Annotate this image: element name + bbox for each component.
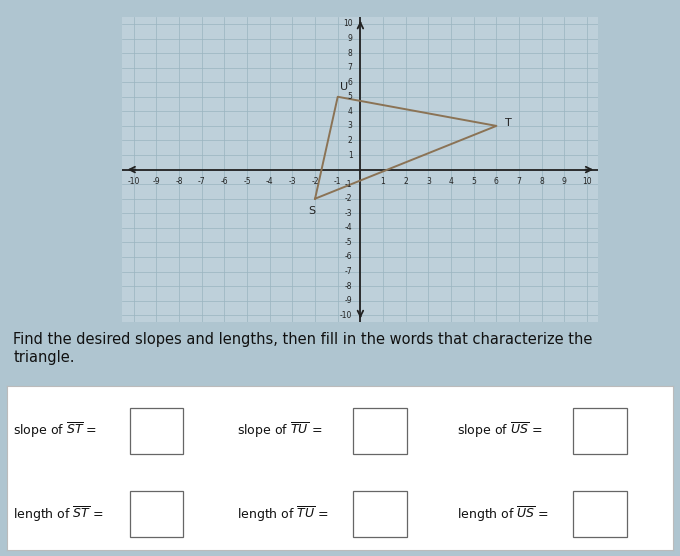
FancyBboxPatch shape [130, 492, 184, 537]
Text: slope of $\overline{TU}$ =: slope of $\overline{TU}$ = [237, 421, 322, 440]
Text: -10: -10 [128, 177, 140, 186]
Text: U: U [340, 82, 348, 92]
Text: length of $\overline{US}$ =: length of $\overline{US}$ = [457, 505, 549, 524]
Text: 7: 7 [517, 177, 522, 186]
Text: -9: -9 [345, 296, 352, 305]
Text: -1: -1 [345, 180, 352, 188]
Text: 7: 7 [347, 63, 352, 72]
Text: -4: -4 [266, 177, 273, 186]
FancyBboxPatch shape [130, 408, 184, 454]
FancyBboxPatch shape [573, 408, 626, 454]
Text: 2: 2 [403, 177, 408, 186]
Text: T: T [505, 118, 512, 128]
Text: -7: -7 [198, 177, 205, 186]
Text: 1: 1 [381, 177, 386, 186]
Text: -5: -5 [243, 177, 251, 186]
Text: -9: -9 [152, 177, 160, 186]
Text: -2: -2 [311, 177, 319, 186]
Text: 1: 1 [347, 151, 352, 160]
Text: 8: 8 [347, 48, 352, 58]
FancyBboxPatch shape [354, 492, 407, 537]
Text: 4: 4 [347, 107, 352, 116]
Text: -3: -3 [345, 208, 352, 218]
Text: 6: 6 [494, 177, 499, 186]
Text: -8: -8 [345, 281, 352, 291]
Text: slope of $\overline{ST}$ =: slope of $\overline{ST}$ = [14, 421, 97, 440]
Text: -7: -7 [345, 267, 352, 276]
Text: 9: 9 [562, 177, 567, 186]
Text: 10: 10 [343, 19, 352, 28]
Text: 5: 5 [471, 177, 476, 186]
Text: -6: -6 [220, 177, 228, 186]
Text: length of $\overline{ST}$ =: length of $\overline{ST}$ = [14, 505, 104, 524]
Text: Find the desired slopes and lengths, then fill in the words that characterize th: Find the desired slopes and lengths, the… [14, 332, 593, 365]
FancyBboxPatch shape [354, 408, 407, 454]
Text: 4: 4 [449, 177, 454, 186]
Text: 3: 3 [347, 121, 352, 131]
Text: 6: 6 [347, 78, 352, 87]
Text: -6: -6 [345, 252, 352, 261]
Text: 2: 2 [347, 136, 352, 145]
Text: 5: 5 [347, 92, 352, 101]
Text: 3: 3 [426, 177, 431, 186]
Text: slope of $\overline{US}$ =: slope of $\overline{US}$ = [457, 421, 542, 440]
Text: -1: -1 [334, 177, 341, 186]
Text: S: S [308, 206, 316, 216]
Text: 9: 9 [347, 34, 352, 43]
Text: -2: -2 [345, 194, 352, 203]
FancyBboxPatch shape [573, 492, 626, 537]
Text: -4: -4 [345, 224, 352, 232]
Text: 8: 8 [539, 177, 544, 186]
Text: -10: -10 [340, 311, 352, 320]
Text: 10: 10 [582, 177, 592, 186]
Text: -3: -3 [288, 177, 296, 186]
Text: length of $\overline{TU}$ =: length of $\overline{TU}$ = [237, 505, 328, 524]
Text: -5: -5 [345, 238, 352, 247]
Text: -8: -8 [175, 177, 183, 186]
